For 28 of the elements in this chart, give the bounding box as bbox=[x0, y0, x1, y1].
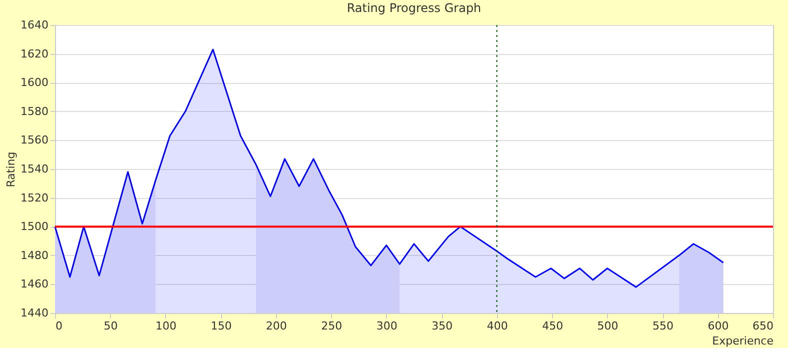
y-tick-label: 1620 bbox=[20, 47, 48, 60]
y-tick-label: 1600 bbox=[20, 76, 48, 90]
y-tick-label: 1560 bbox=[20, 134, 48, 147]
x-tick-label: 250 bbox=[321, 320, 342, 332]
x-tick-label: 50 bbox=[104, 320, 118, 332]
x-tick-label: 350 bbox=[432, 320, 453, 332]
x-tick-label: 650 bbox=[752, 320, 774, 332]
y-tick-label: 1440 bbox=[20, 306, 48, 320]
y-tick-label: 1460 bbox=[20, 278, 48, 291]
x-tick-label: 0 bbox=[56, 320, 62, 332]
x-tick-label: 600 bbox=[708, 320, 729, 332]
y-tick-label: 1480 bbox=[20, 248, 48, 262]
x-tick-label: 150 bbox=[210, 320, 232, 332]
x-axis-title: Experience bbox=[712, 334, 774, 348]
y-tick-label: 1520 bbox=[20, 191, 48, 204]
y-axis-title: Rating bbox=[4, 152, 18, 188]
x-tick-label: 200 bbox=[266, 320, 287, 332]
y-tick-label: 1580 bbox=[20, 104, 48, 118]
y-tick-label: 1540 bbox=[20, 162, 48, 176]
x-tick-label: 100 bbox=[155, 320, 176, 332]
x-tick-label: 400 bbox=[486, 320, 508, 332]
x-tick-label: 450 bbox=[542, 320, 564, 332]
y-tick-label: 1640 bbox=[20, 18, 48, 32]
y-tick-label: 1500 bbox=[20, 220, 48, 234]
chart-title: Rating Progress Graph bbox=[346, 1, 482, 15]
x-tick-label: 500 bbox=[597, 320, 618, 332]
x-tick-label: 300 bbox=[376, 320, 398, 332]
x-tick-label: 550 bbox=[652, 320, 674, 332]
